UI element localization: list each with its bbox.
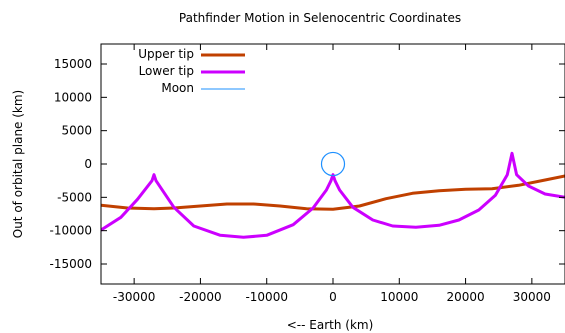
chart-title: Pathfinder Motion in Selenocentric Coord…	[179, 11, 461, 25]
data-marks	[101, 151, 565, 239]
x-tick-label: 10000	[380, 290, 418, 304]
x-tick-label: -10000	[245, 290, 288, 304]
y-tick-label: 0	[84, 157, 92, 171]
x-tick-label: 20000	[446, 290, 484, 304]
x-tick-label: -20000	[179, 290, 222, 304]
y-tick-label: -5000	[57, 190, 92, 204]
plot-frame	[100, 43, 565, 285]
y-axis-label: Out of orbital plane (km)	[11, 90, 25, 239]
x-axis-label: <-- Earth (km)	[287, 318, 374, 332]
y-tick-label: -10000	[49, 224, 92, 238]
x-tick-label: 30000	[513, 290, 551, 304]
axes: -30000 -20000 -10000 0 10000 20000 30000 -15000…	[49, 44, 565, 304]
series-line-lower-tip	[101, 151, 565, 239]
y-tick-label: -15000	[49, 257, 92, 271]
y-tick-label: 10000	[54, 90, 92, 104]
legend-label-lower-tip: Lower tip	[139, 64, 194, 78]
x-tick-label: 0	[329, 290, 337, 304]
x-tick-label: -30000	[113, 290, 156, 304]
legend: Upper tip Lower tip Moon	[138, 47, 245, 95]
moon-circle	[320, 151, 346, 177]
legend-label-upper-tip: Upper tip	[138, 47, 194, 61]
legend-label-moon: Moon	[161, 81, 194, 95]
y-tick-label: 5000	[61, 124, 92, 138]
y-tick-label: 15000	[54, 57, 92, 71]
